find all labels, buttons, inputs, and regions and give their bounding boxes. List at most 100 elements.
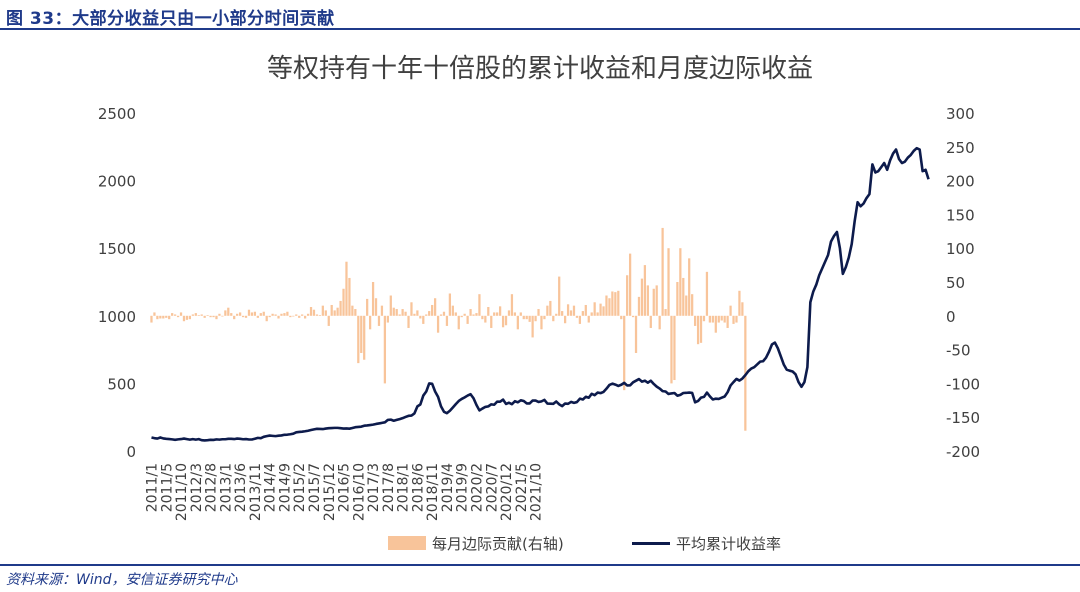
- bar: [463, 313, 466, 316]
- y-right-tick-label: 0: [946, 308, 956, 326]
- bar: [504, 315, 508, 326]
- bar: [191, 314, 194, 316]
- bar: [215, 315, 218, 320]
- bar: [428, 311, 431, 316]
- cumulative-return-line: [151, 146, 930, 442]
- bar: [206, 315, 209, 316]
- y-right-tick-label: 200: [946, 173, 975, 191]
- bar: [729, 305, 732, 316]
- bar: [318, 315, 322, 316]
- bar: [368, 315, 372, 330]
- bar: [501, 315, 505, 328]
- bar: [569, 310, 573, 316]
- bar: [238, 312, 242, 316]
- legend-item-line: 平均累计收益率: [632, 532, 781, 554]
- bar: [578, 315, 582, 324]
- figure-header: 图 33：大部分收益只由一小部分时间贡献: [0, 0, 1080, 30]
- x-tick-label: 2018/11: [425, 463, 441, 521]
- bar: [230, 313, 233, 316]
- bar: [702, 315, 706, 322]
- bar: [156, 315, 159, 320]
- y-right-tick-label: 150: [946, 206, 975, 224]
- bar: [711, 315, 714, 323]
- bar: [457, 315, 460, 330]
- bar: [676, 282, 679, 316]
- bar: [649, 315, 652, 328]
- source-note: 资料来源：Wind，安信证券研究中心: [6, 572, 238, 588]
- bar: [371, 282, 375, 316]
- bar: [386, 315, 389, 323]
- bar: [389, 295, 392, 316]
- y-right-tick-label: 100: [946, 240, 975, 258]
- bar: [534, 315, 537, 322]
- bar: [280, 313, 283, 316]
- bar: [490, 315, 493, 328]
- bar: [673, 315, 676, 381]
- bar: [587, 315, 590, 323]
- bar: [433, 298, 437, 316]
- bar: [522, 315, 525, 320]
- bar: [301, 314, 304, 316]
- x-tick-label: 2015/12: [322, 463, 338, 521]
- x-tick-label: 2018/1: [396, 463, 412, 512]
- bar: [410, 302, 413, 316]
- bar: [162, 315, 165, 319]
- bar: [546, 305, 549, 316]
- bar: [268, 315, 271, 318]
- bar: [688, 258, 691, 316]
- bar: [250, 312, 254, 316]
- bar: [182, 315, 186, 322]
- bar: [274, 314, 277, 316]
- bar: [289, 315, 292, 318]
- x-tick-label: 2020/12: [499, 463, 515, 521]
- bar: [584, 304, 587, 316]
- bar: [203, 315, 206, 318]
- bar: [549, 300, 552, 316]
- bar: [555, 313, 558, 316]
- chart-legend: 每月边际贡献(右轴) 平均累计收益率: [0, 532, 1080, 554]
- bar: [374, 298, 378, 316]
- chart-title: 等权持有十年十倍股的累计收益和月度边际收益: [266, 54, 813, 84]
- bar: [401, 309, 404, 316]
- bar: [436, 315, 440, 333]
- bar: [658, 315, 661, 330]
- y-right-tick-label: -200: [946, 443, 980, 461]
- bar: [173, 314, 177, 316]
- bar: [732, 315, 735, 324]
- bar: [717, 315, 720, 323]
- bar: [693, 315, 697, 326]
- bar: [247, 309, 251, 316]
- bar: [581, 311, 584, 316]
- bar: [171, 313, 174, 316]
- bar: [626, 275, 629, 316]
- legend-line-swatch: [632, 541, 670, 545]
- bar: [259, 313, 262, 316]
- x-tick-label: 2013/6: [233, 463, 249, 512]
- bar: [253, 311, 257, 316]
- bar: [699, 315, 703, 343]
- bar: [720, 315, 723, 321]
- bar: [224, 310, 227, 316]
- y-right-tick-label: 50: [946, 274, 965, 292]
- bar: [209, 315, 212, 318]
- x-tick-label: 2011/10: [174, 463, 190, 521]
- bar: [336, 307, 339, 316]
- x-tick-label: 2012/3: [189, 463, 205, 512]
- bar: [422, 315, 425, 324]
- x-tick-label: 2012/8: [204, 463, 220, 512]
- bar: [543, 315, 546, 320]
- x-tick-label: 2016/5: [337, 463, 353, 512]
- bar: [395, 309, 398, 316]
- bar: [735, 315, 738, 323]
- bar: [256, 315, 259, 318]
- bar: [298, 315, 301, 318]
- bar: [333, 310, 336, 316]
- bar: [168, 315, 171, 320]
- bar: [552, 315, 555, 322]
- bar: [419, 315, 422, 319]
- bar: [321, 305, 324, 316]
- bar: [416, 310, 419, 316]
- bar: [366, 298, 369, 316]
- y-right-tick-label: 300: [946, 105, 975, 123]
